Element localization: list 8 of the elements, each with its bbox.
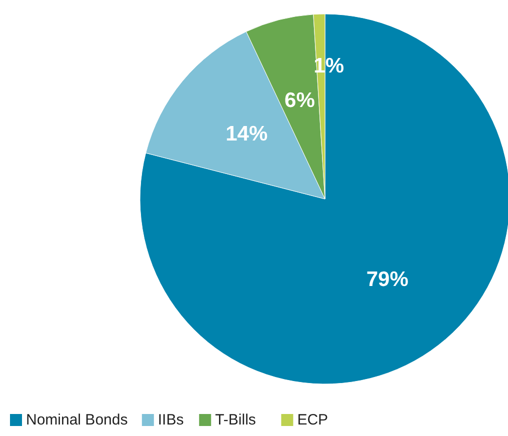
legend-label: IIBs	[158, 412, 184, 428]
legend-label: Nominal Bonds	[26, 412, 128, 428]
legend-label: ECP	[297, 412, 328, 428]
legend-label: T-Bills	[215, 412, 256, 428]
data-label: 6%	[284, 88, 316, 112]
data-label: 79%	[366, 268, 409, 291]
data-label: 14%	[226, 122, 268, 146]
pie-slice	[140, 14, 508, 384]
